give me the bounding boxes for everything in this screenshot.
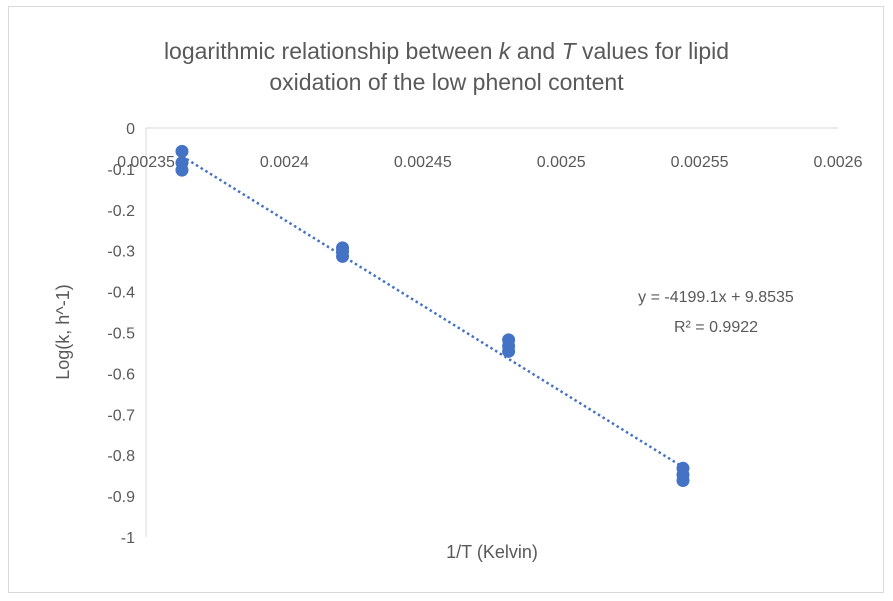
x-tick-label: 0.0025 [537, 154, 586, 171]
y-tick-label: -0.6 [107, 366, 135, 383]
chart-area [8, 6, 884, 593]
y-tick-label: -0.5 [107, 326, 135, 343]
data-point [175, 163, 189, 177]
chart-title-part: logarithmic relationship between [163, 38, 499, 64]
data-point [175, 144, 189, 158]
chart-title: logarithmic relationship between k and T… [0, 34, 893, 68]
data-point [336, 249, 350, 263]
chart-title-part: and [510, 38, 562, 64]
x-tick-label: 0.00245 [394, 154, 452, 171]
trendline [181, 155, 684, 469]
trendline-equation: y = -4199.1x + 9.8535 [638, 289, 794, 306]
chart-title-part: k [498, 38, 511, 64]
trendline-r2: R² = 0.9922 [674, 319, 758, 336]
data-point [676, 474, 690, 488]
y-axis-title: Log(k, h^-1) [53, 284, 73, 379]
chart-title-part: values for lipid [575, 38, 730, 64]
data-point [502, 344, 516, 358]
y-tick-label: -0.9 [107, 489, 135, 506]
x-tick-label: 0.0026 [814, 154, 863, 171]
y-tick-label: -0.1 [107, 162, 135, 179]
x-axis-title: 1/T (Kelvin) [446, 542, 538, 562]
y-tick-label: -0.2 [107, 203, 135, 220]
y-tick-label: 0 [126, 121, 135, 138]
chart-title-line2: oxidation of the low phenol content [269, 69, 624, 95]
y-tick-label: -1 [121, 530, 135, 547]
y-tick-label: -0.8 [107, 448, 135, 465]
x-tick-label: 0.00255 [671, 154, 729, 171]
y-tick-label: -0.7 [107, 407, 135, 424]
chart-title-part: T [561, 38, 576, 64]
y-tick-label: -0.3 [107, 244, 135, 261]
x-tick-label: 0.0024 [260, 154, 309, 171]
x-tick-label: 0.00235 [117, 154, 175, 171]
y-tick-label: -0.4 [107, 285, 135, 302]
